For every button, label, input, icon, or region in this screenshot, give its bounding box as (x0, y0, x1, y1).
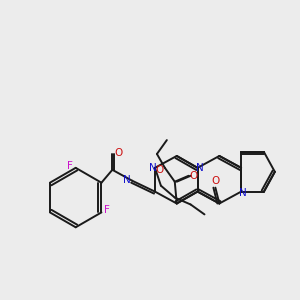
Text: O: O (114, 148, 122, 158)
Text: O: O (211, 176, 220, 186)
Text: F: F (104, 206, 110, 215)
Text: O: O (190, 171, 198, 181)
Text: N: N (196, 163, 203, 173)
Text: F: F (67, 161, 73, 171)
Text: N: N (239, 188, 247, 198)
Text: O: O (156, 165, 164, 175)
Text: N: N (123, 175, 131, 185)
Text: N: N (149, 163, 157, 173)
